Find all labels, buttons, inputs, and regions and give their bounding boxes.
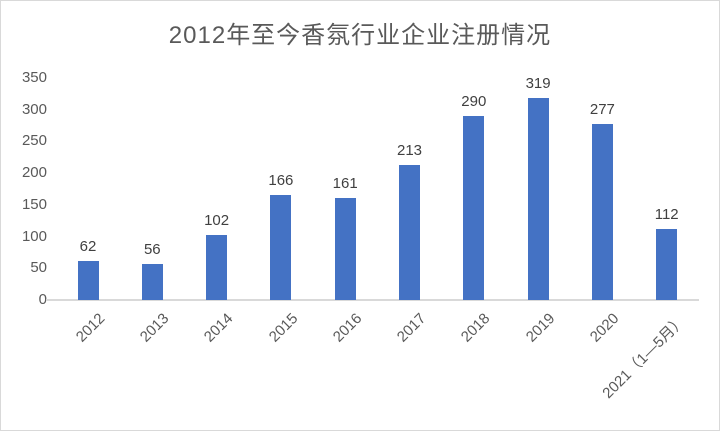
x-tick-label: 2013	[136, 310, 173, 346]
bar-2013	[141, 264, 163, 300]
bar-2019	[527, 97, 549, 300]
x-axis-line	[46, 299, 699, 301]
x-tick-label: 2016	[329, 310, 366, 346]
bar-2017	[399, 164, 420, 300]
data-label: 290	[461, 93, 487, 111]
data-label: 213	[396, 141, 423, 159]
data-label: 56	[143, 241, 161, 259]
data-label: 62	[79, 237, 97, 255]
y-tick-label: 200	[21, 164, 47, 182]
bar-2021（1—5月）	[656, 228, 678, 300]
y-tick-label: 250	[21, 132, 47, 150]
x-tick-label: 2020	[586, 310, 623, 346]
bar-2014	[206, 235, 228, 300]
x-tick-label: 2019	[522, 310, 559, 346]
x-tick-label: 2018	[458, 310, 494, 346]
y-tick-label: 300	[21, 100, 47, 118]
data-label: 319	[525, 74, 551, 92]
x-tick-label: 2017	[393, 310, 430, 346]
y-tick-label: 150	[21, 195, 47, 213]
data-label: 102	[204, 212, 230, 230]
data-label: 166	[268, 171, 294, 189]
y-tick-label: 0	[38, 291, 47, 308]
bar-2016	[334, 197, 356, 300]
data-label: 112	[654, 205, 679, 223]
bar-2020	[591, 124, 613, 300]
y-tick-label: 50	[30, 259, 47, 277]
y-tick-label: 350	[21, 69, 47, 86]
chart-title: 2012年至今香氛行业企业注册情况	[168, 22, 552, 49]
x-tick-label: 2015	[265, 310, 301, 346]
data-label: 277	[589, 101, 615, 119]
data-label: 161	[332, 174, 358, 192]
x-tick-label: 2012	[72, 310, 109, 346]
y-tick-label: 100	[21, 227, 47, 245]
bar-2015	[270, 194, 292, 300]
bar-2018	[463, 116, 485, 300]
bar-2012	[77, 260, 99, 300]
x-tick-label: 2014	[201, 310, 237, 346]
